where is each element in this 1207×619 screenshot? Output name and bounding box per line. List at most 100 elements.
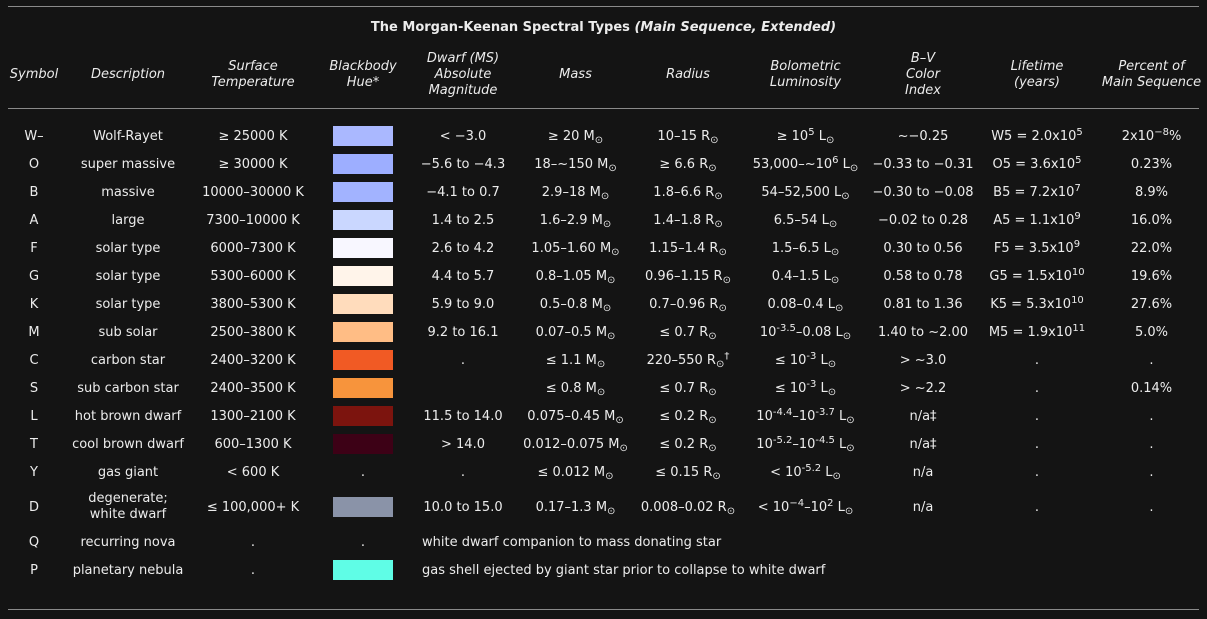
- mass-part: ≥ 20 M: [547, 128, 595, 144]
- header-line: Lifetime: [1010, 59, 1064, 74]
- radius-part: 10–15 R: [657, 128, 711, 144]
- radius-part: ⊙: [714, 190, 723, 202]
- luminosity-part: 54–52,500 L: [761, 184, 842, 200]
- bv-index-cell: 1.40 to ~2.00: [877, 324, 969, 340]
- luminosity-part: 10: [759, 324, 777, 340]
- luminosity-part: < 10: [757, 499, 790, 515]
- temperature-cell: 6000–7300 K: [210, 240, 296, 256]
- mass-cell: ≥ 20 M⊙: [518, 122, 633, 150]
- lifetime-cell: A5 = 1.1x109: [978, 206, 1096, 234]
- mass-part: 0.07–0.5 M: [535, 324, 608, 340]
- luminosity-part: ≤ 10: [774, 352, 807, 368]
- luminosity-part: –0.08 L: [795, 324, 843, 340]
- mass-part: ≤ 0.012 M: [537, 464, 606, 480]
- header-rule: [8, 108, 1199, 109]
- symbol-cell: L: [30, 408, 38, 424]
- percent-part: −8: [1154, 126, 1169, 138]
- header-line: (years): [1014, 75, 1060, 90]
- radius-part: 0.96–1.15 R: [645, 268, 723, 284]
- temperature-cell: 7300–10000 K: [206, 212, 300, 228]
- radius-cell: 1.4–1.8 R⊙: [633, 206, 743, 234]
- lifetime-part: 5: [1076, 126, 1083, 138]
- symbol-cell: T: [30, 436, 38, 452]
- mass-cell: 1.05–1.60 M⊙: [518, 234, 633, 262]
- table-row: W– Wolf-Rayet ≥ 25000 K < −3.0 ≥ 20 M⊙ 10–15 …: [0, 122, 1207, 150]
- radius-cell: 0.96–1.15 R⊙: [633, 262, 743, 290]
- radius-part: ⊙: [710, 134, 719, 146]
- radius-cell: 1.8–6.6 R⊙: [633, 178, 743, 206]
- header-line: Main Sequence: [1101, 75, 1202, 90]
- luminosity-part: 10: [756, 408, 773, 424]
- lifetime-cell: M5 = 1.9x1011: [978, 318, 1096, 346]
- lifetime-cell: W5 = 2.0x105: [978, 122, 1096, 150]
- temperature-cell: .: [250, 534, 256, 550]
- mass-part: 1.05–1.60 M: [531, 240, 612, 256]
- percent-part: .: [1149, 499, 1154, 515]
- table-body: W– Wolf-Rayet ≥ 25000 K < −3.0 ≥ 20 M⊙ 10–15 …: [0, 106, 1207, 584]
- lifetime-part: 5: [1075, 154, 1082, 166]
- header-description: Description: [68, 44, 188, 106]
- bv-index-cell: > ~3.0: [899, 352, 947, 368]
- luminosity-part: 6: [832, 154, 839, 166]
- hue-cell: [318, 318, 408, 346]
- hue-cell: [318, 206, 408, 234]
- luminosity-part: –10: [792, 436, 816, 452]
- mass-part: ⊙: [607, 330, 616, 342]
- mass-part: ⊙: [607, 274, 616, 286]
- lifetime-part: 10: [1071, 266, 1085, 278]
- radius-cell: ≤ 0.15 R⊙: [633, 458, 743, 486]
- percent-part: 5.0%: [1134, 324, 1169, 340]
- luminosity-part: 6.5–54 L: [773, 212, 829, 228]
- percent-cell: .: [1096, 430, 1207, 458]
- symbol-cell: O: [28, 156, 40, 172]
- hue-swatch: [333, 266, 393, 286]
- symbol-cell: A: [29, 212, 39, 228]
- hue-swatch: [333, 210, 393, 230]
- mass-part: ⊙: [596, 386, 606, 398]
- magnitude-cell: 2.6 to 4.2: [431, 240, 495, 256]
- lifetime-part: .: [1034, 464, 1040, 480]
- note-cell: white dwarf companion to mass donating s…: [422, 534, 722, 550]
- header-surface-temperature: Surface Temperature: [188, 44, 318, 106]
- description-line: gas giant: [97, 464, 159, 480]
- radius-cell: ≤ 0.7 R⊙: [633, 318, 743, 346]
- description-cell: degenerate; white dwarf: [68, 486, 188, 528]
- luminosity-part: -4.5: [815, 434, 835, 446]
- luminosity-part: 5: [808, 126, 815, 138]
- mass-part: 0.075–0.45 M: [527, 408, 616, 424]
- bv-index-cell: ~−0.25: [897, 128, 949, 144]
- radius-part: ≤ 0.15 R: [655, 464, 713, 480]
- radius-cell: ≤ 0.2 R⊙: [633, 402, 743, 430]
- magnitude-cell: −5.6 to −4.3: [420, 156, 506, 172]
- description-line: Wolf-Rayet: [93, 128, 163, 144]
- header-line: B–V: [910, 51, 936, 66]
- hue-cell: [318, 122, 408, 150]
- luminosity-part: L: [816, 352, 828, 368]
- radius-part: ⊙: [708, 162, 717, 174]
- radius-part: ⊙: [715, 358, 725, 370]
- percent-cell: 16.0%: [1096, 206, 1207, 234]
- title-main: The Morgan-Keenan Spectral Types: [370, 20, 630, 35]
- lifetime-cell: .: [978, 458, 1096, 486]
- percent-cell: 5.0%: [1096, 318, 1207, 346]
- hue-swatch: [333, 497, 393, 517]
- luminosity-part: -5.2: [801, 462, 822, 474]
- luminosity-part: ⊙: [842, 330, 852, 342]
- radius-cell: ≤ 0.7 R⊙: [633, 374, 743, 402]
- mass-part: 18–~150 M: [534, 156, 609, 172]
- radius-cell: 0.7–0.96 R⊙: [633, 290, 743, 318]
- mass-cell: ≤ 0.8 M⊙: [518, 374, 633, 402]
- symbol-cell: Y: [30, 464, 38, 480]
- description-line: sub solar: [98, 324, 158, 340]
- description-line: massive: [101, 184, 155, 200]
- percent-cell: 2x10−8%: [1096, 122, 1207, 150]
- luminosity-part: < 10: [770, 464, 802, 480]
- header-bv-color-index: B–V Color Index: [868, 44, 978, 106]
